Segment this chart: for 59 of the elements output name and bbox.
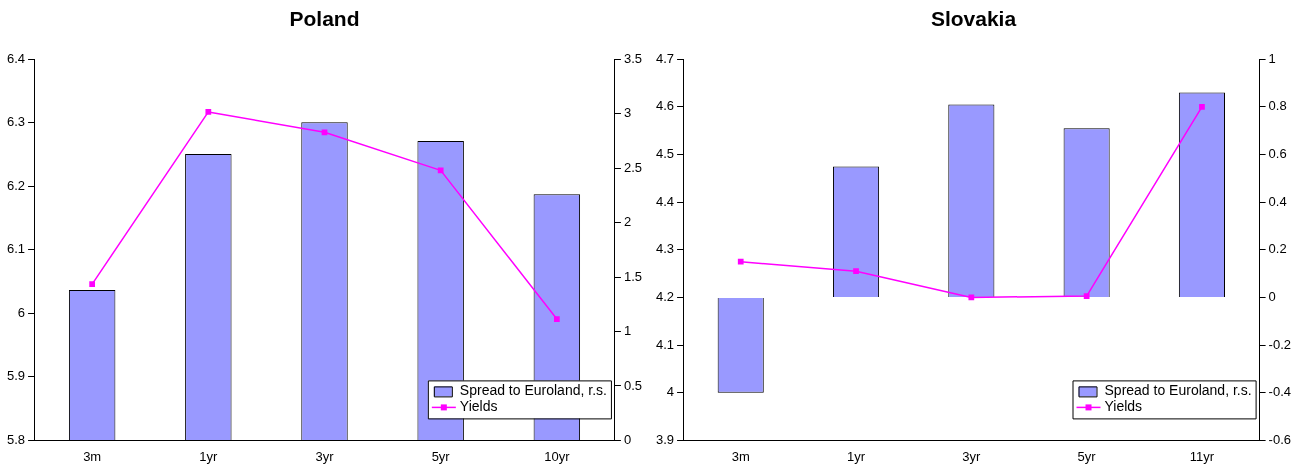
- y2-tick-label: 0.6: [1268, 146, 1287, 162]
- y-tick-label: 4.7: [655, 50, 675, 66]
- y2-tick-label: 0.5: [623, 377, 643, 393]
- x-tick-label: 1yr: [199, 448, 219, 464]
- y2-tick-label: 1: [623, 323, 632, 339]
- y-tick-label: 6: [17, 304, 26, 320]
- x-tick-label: 3yr: [962, 448, 982, 464]
- y2-tick-label: 2: [623, 214, 632, 230]
- y-tick-label: 6.1: [6, 241, 26, 257]
- y2-tick-label: -0.4: [1268, 384, 1292, 400]
- y2-tick-label: 0: [1268, 289, 1276, 305]
- x-tick-label: 10yr: [544, 448, 571, 464]
- legend-label: Spread to Euroland, r.s.: [459, 382, 607, 399]
- y-tick-label: 4.2: [655, 289, 675, 305]
- point: [205, 109, 212, 115]
- y-tick-label: 6.4: [6, 50, 26, 66]
- point: [853, 268, 859, 275]
- y-tick-label: 4.4: [655, 193, 675, 209]
- y-tick-label: 4.1: [655, 336, 675, 352]
- y2-tick-label: 2.5: [623, 159, 643, 175]
- y-tick-label: 4.5: [655, 146, 675, 162]
- x-tick-label: 11yr: [1189, 448, 1215, 464]
- point: [737, 258, 744, 265]
- y-tick-label: 5.8: [6, 431, 26, 447]
- x-tick-label: 3m: [731, 448, 750, 464]
- y-tick-label: 3.9: [655, 431, 675, 447]
- chart-title: Slovakia: [930, 7, 1017, 31]
- x-tick-label: 3yr: [315, 448, 335, 464]
- x-tick-label: 5yr: [1077, 448, 1097, 464]
- y-tick-label: 6.3: [6, 114, 26, 130]
- y-tick-label: 4.6: [655, 98, 675, 114]
- point: [553, 316, 560, 322]
- y2-tick-label: 0: [623, 431, 632, 447]
- legend-label: Yields: [459, 398, 498, 415]
- y2-tick-label: 3: [623, 105, 632, 121]
- y2-tick-label: 0.8: [1268, 98, 1287, 114]
- point: [321, 129, 328, 136]
- point: [1199, 103, 1205, 110]
- y-tick-label: 4.3: [655, 241, 675, 257]
- point: [1083, 293, 1090, 299]
- legend-label: Yields: [1104, 398, 1143, 415]
- y-tick-label: 4: [666, 384, 675, 400]
- chart-title: Poland: [289, 7, 360, 31]
- y2-tick-label: 0.4: [1268, 193, 1287, 209]
- point: [89, 281, 96, 287]
- y2-tick-label: 1: [1268, 50, 1276, 66]
- y2-tick-label: -0.2: [1268, 336, 1292, 352]
- x-tick-label: 1yr: [847, 448, 866, 464]
- legend-label: Spread to Euroland, r.s.: [1104, 382, 1252, 399]
- point: [437, 167, 444, 174]
- x-tick-label: 5yr: [431, 448, 451, 464]
- y2-tick-label: 3.5: [623, 50, 643, 66]
- y-tick-label: 6.2: [6, 177, 26, 193]
- y-tick-label: 5.9: [6, 368, 26, 384]
- point: [968, 294, 975, 301]
- y2-tick-label: 1.5: [623, 268, 643, 284]
- x-tick-label: 3m: [83, 448, 102, 464]
- y2-tick-label: -0.6: [1268, 431, 1292, 447]
- y2-tick-label: 0.2: [1268, 241, 1287, 257]
